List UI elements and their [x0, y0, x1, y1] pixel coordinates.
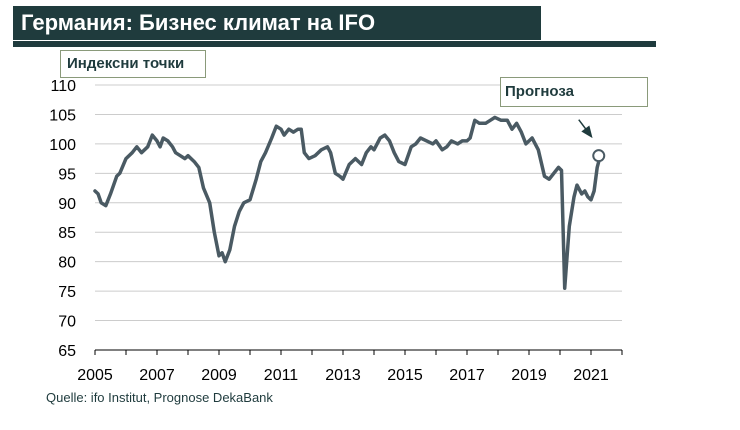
y-axis-label-box: Индексни точки — [60, 50, 206, 78]
chart-title: Германия: Бизнес климат на IFO — [21, 10, 376, 35]
y-tick-75: 75 — [58, 284, 76, 301]
x-tick-labels: 2005 2007 2009 2011 2013 2015 2017 2019 2021 — [77, 367, 609, 384]
y-tick-105: 105 — [49, 107, 76, 124]
grid-lines — [95, 84, 622, 322]
y-tick-80: 80 — [58, 255, 76, 272]
series-line-ifo — [93, 115, 603, 290]
x-axis — [94, 349, 623, 355]
forecast-arrowhead — [581, 125, 593, 139]
y-tick-65: 65 — [58, 343, 76, 360]
title-underline — [13, 41, 656, 47]
x-tick-2011: 2011 — [264, 367, 299, 384]
y-tick-90: 90 — [58, 196, 76, 213]
x-tick-2021: 2021 — [573, 367, 609, 384]
x-tick-2009: 2009 — [201, 367, 237, 384]
x-tick-2005: 2005 — [77, 367, 113, 384]
x-tick-2017: 2017 — [449, 367, 485, 384]
y-tick-100: 100 — [49, 137, 76, 154]
source-note: Quelle: ifo Institut, Prognose DekaBank — [46, 390, 273, 405]
forecast-label: Прогноза — [505, 83, 574, 100]
forecast-marker — [592, 149, 606, 163]
x-tick-2015: 2015 — [387, 367, 423, 384]
x-tick-2013: 2013 — [325, 367, 361, 384]
y-tick-labels: 65 70 75 80 85 90 95 100 105 110 — [49, 78, 76, 360]
y-tick-85: 85 — [58, 225, 76, 242]
chart-title-bar: Германия: Бизнес климат на IFO — [13, 6, 541, 40]
x-tick-2007: 2007 — [139, 367, 175, 384]
y-tick-70: 70 — [58, 314, 76, 331]
y-tick-95: 95 — [58, 166, 76, 183]
y-axis-label: Индексни точки — [67, 55, 185, 72]
y-tick-110: 110 — [50, 78, 76, 95]
forecast-label-box: Прогноза — [500, 77, 648, 107]
x-tick-2019: 2019 — [511, 367, 547, 384]
